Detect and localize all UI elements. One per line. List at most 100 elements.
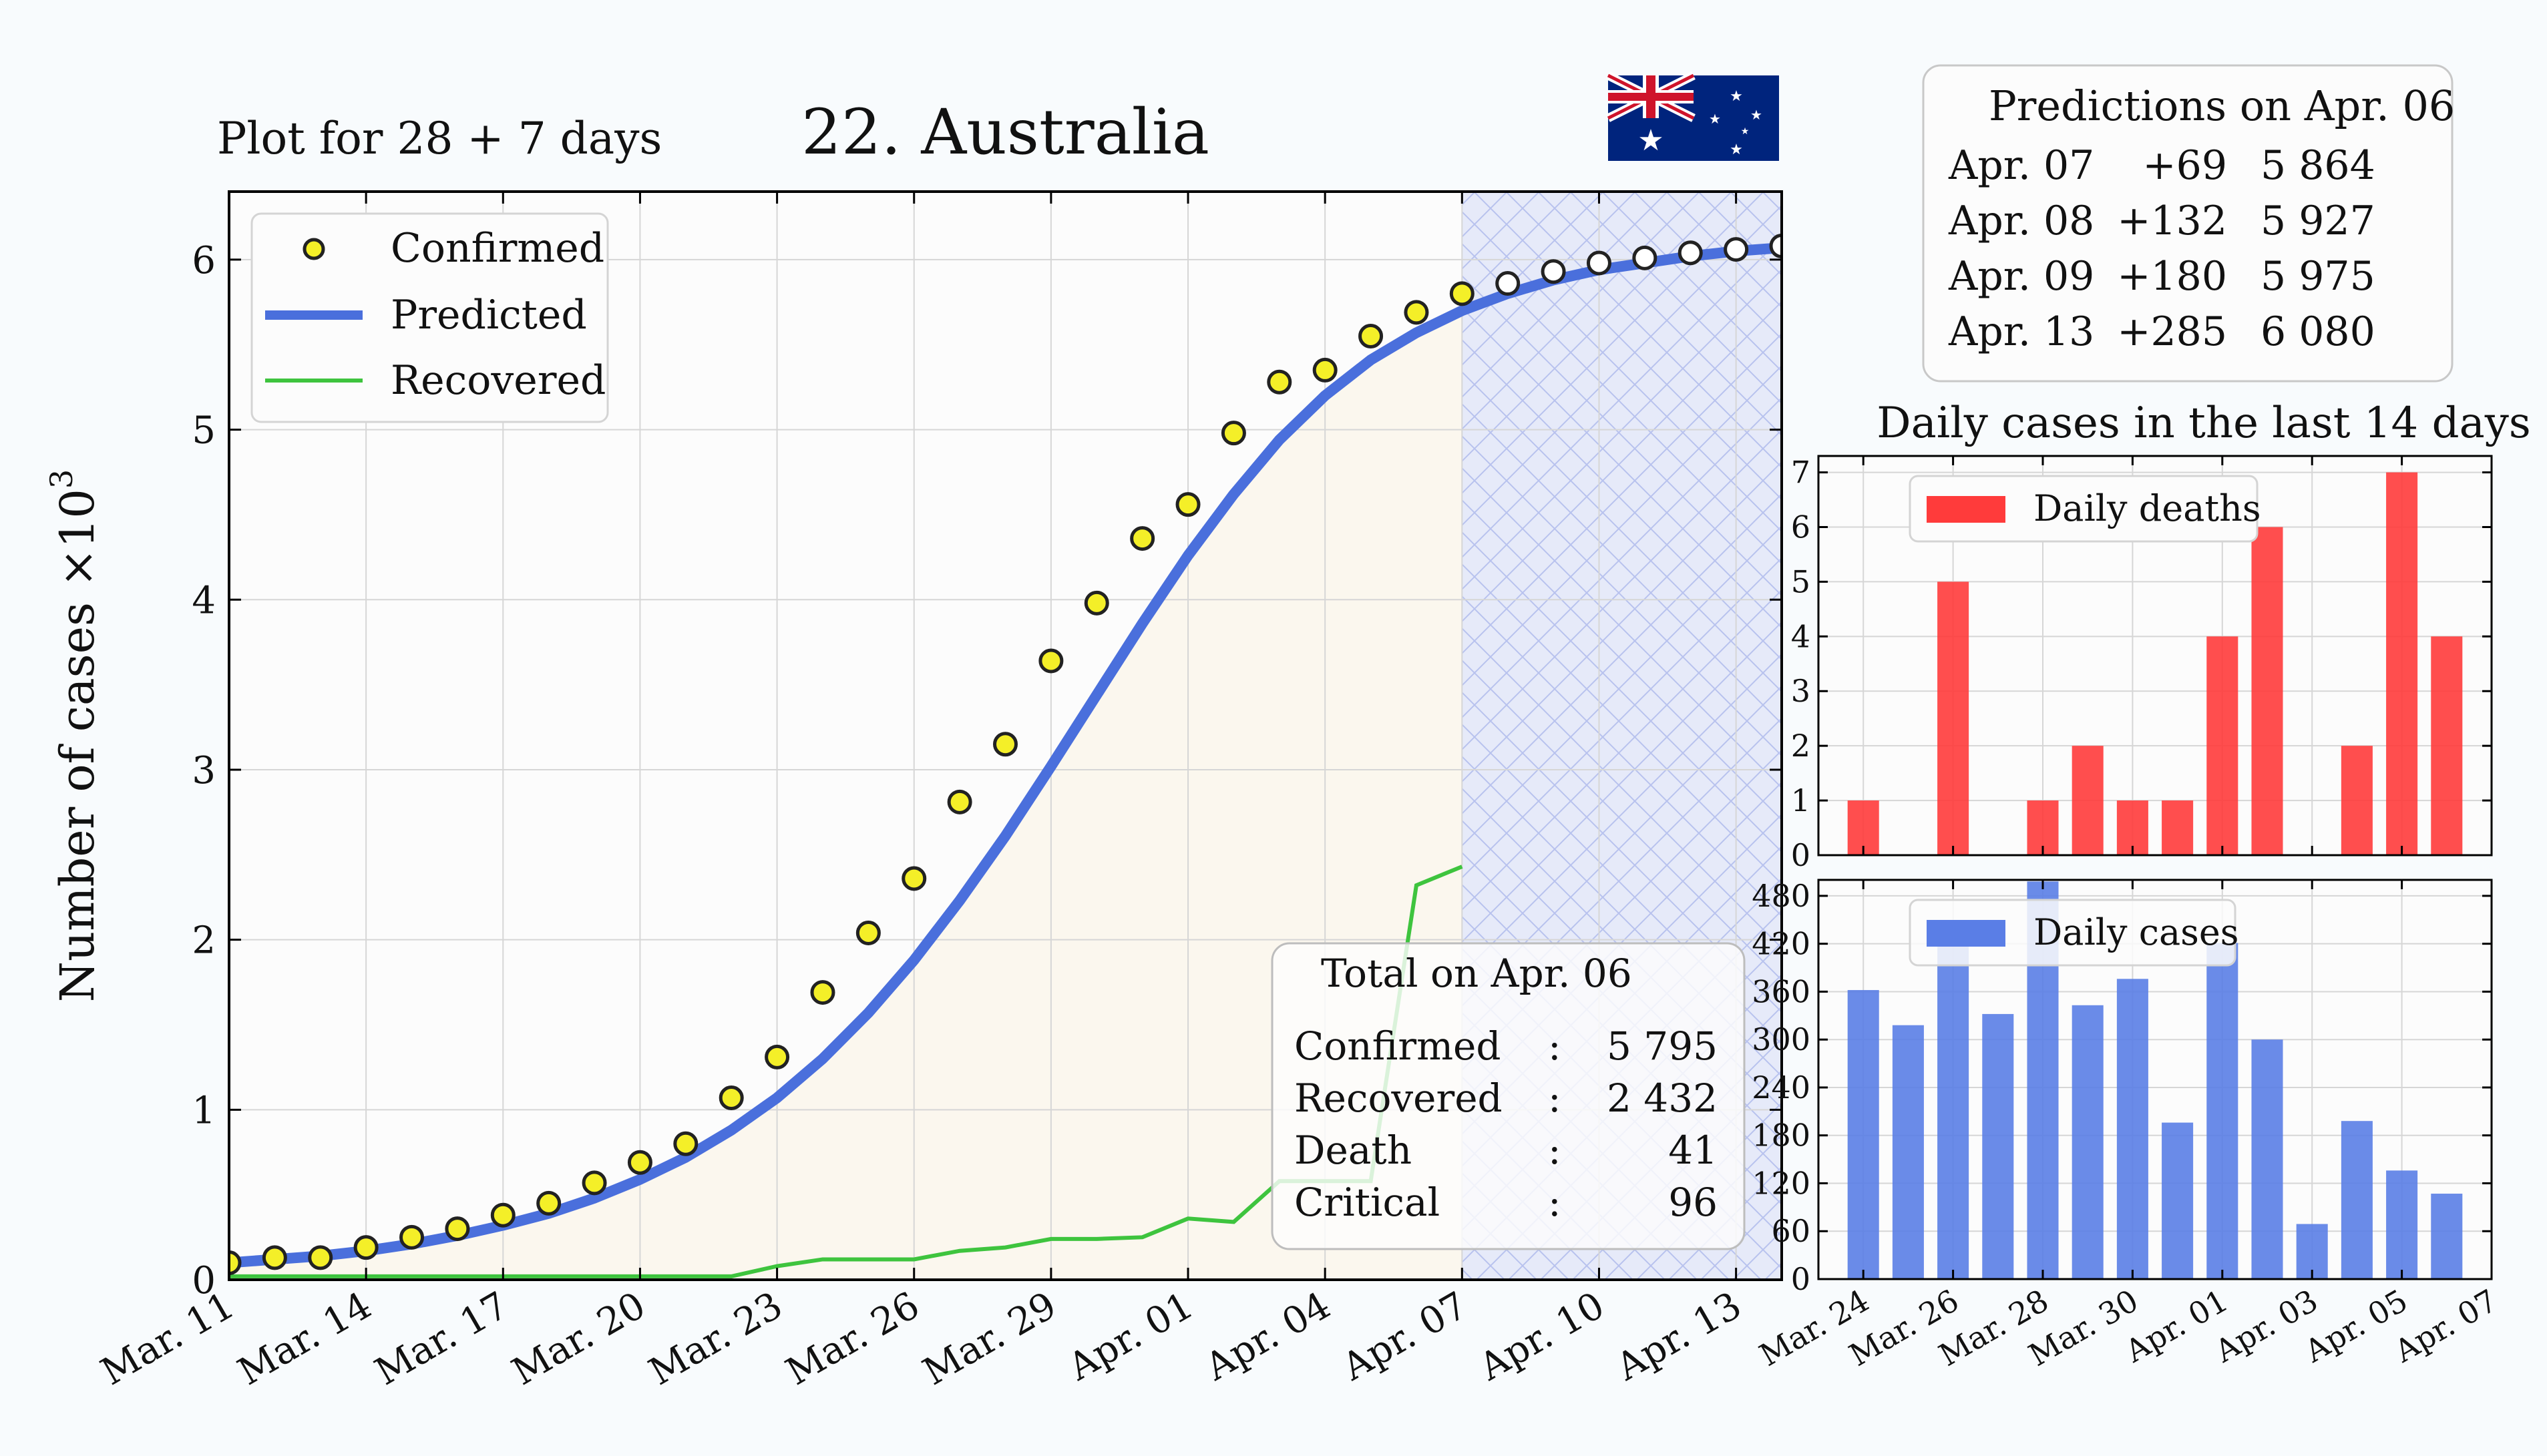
main-x-tick-label: Mar. 20 bbox=[505, 1284, 652, 1394]
main-plot-frame bbox=[228, 190, 1783, 1281]
legend-recovered: Recovered bbox=[391, 357, 606, 404]
bar-y-tick-label: 60 bbox=[1771, 1213, 1810, 1249]
legend-predicted: Predicted bbox=[391, 292, 587, 338]
svg-text:★: ★ bbox=[1741, 126, 1750, 137]
bar-y-tick-label: 360 bbox=[1752, 973, 1810, 1009]
confirmed-point bbox=[719, 1085, 744, 1110]
confirmed-point bbox=[353, 1235, 379, 1260]
prediction-total: 5 927 bbox=[2261, 198, 2375, 244]
confirmed-point bbox=[855, 920, 881, 945]
prediction-delta: +132 bbox=[2117, 198, 2227, 244]
confirmed-point bbox=[673, 1131, 699, 1156]
cases-plot-frame bbox=[1817, 879, 2493, 1280]
svg-text:★: ★ bbox=[1637, 124, 1663, 158]
total-separator: : bbox=[1548, 1128, 1561, 1173]
forecast-point bbox=[1769, 234, 1782, 258]
confirmed-point bbox=[308, 1245, 333, 1270]
bar-y-tick-label: 7 bbox=[1791, 455, 1810, 491]
bar-x-tick-label: Apr. 05 bbox=[2298, 1282, 2413, 1370]
total-separator: : bbox=[1548, 1075, 1561, 1121]
main-x-tick-label: Mar. 29 bbox=[916, 1284, 1063, 1394]
bar bbox=[2386, 1170, 2418, 1279]
legend-deaths: Daily deaths bbox=[2033, 487, 2261, 529]
confirmed-point bbox=[582, 1170, 607, 1196]
bar bbox=[2162, 1122, 2194, 1279]
bar bbox=[2341, 746, 2373, 855]
country-title: 22. Australia bbox=[801, 96, 1209, 169]
bar-y-tick-label: 120 bbox=[1752, 1165, 1810, 1201]
total-label: Recovered bbox=[1294, 1075, 1503, 1121]
bar-y-tick-label: 420 bbox=[1752, 926, 1810, 962]
svg-text:★: ★ bbox=[1730, 88, 1743, 105]
total-separator: : bbox=[1548, 1023, 1561, 1069]
bar-y-tick-label: 480 bbox=[1752, 878, 1810, 914]
legend-cases: Daily cases bbox=[2033, 911, 2239, 953]
main-x-tick-label: Mar. 17 bbox=[368, 1284, 516, 1394]
main-x-tick-label: Mar. 14 bbox=[231, 1284, 379, 1394]
main-y-tick-label: 2 bbox=[192, 919, 216, 963]
bar bbox=[2251, 1039, 2283, 1279]
forecast-point bbox=[1678, 240, 1703, 266]
confirmed-point bbox=[1404, 300, 1429, 325]
bar bbox=[1937, 581, 1969, 855]
recovered-line bbox=[229, 865, 1463, 1278]
main-y-tick-label: 4 bbox=[192, 579, 216, 622]
prediction-delta: +69 bbox=[2142, 142, 2227, 189]
confirmed-point bbox=[1084, 590, 1109, 616]
main-x-tick-label: Mar. 26 bbox=[779, 1284, 926, 1394]
bar bbox=[2431, 1194, 2463, 1279]
bar bbox=[1892, 1025, 1924, 1279]
cases-legend: Daily cases bbox=[1909, 899, 2239, 967]
svg-text:★: ★ bbox=[1730, 142, 1743, 158]
bar-y-tick-label: 2 bbox=[1791, 728, 1810, 764]
bar-y-tick-label: 180 bbox=[1752, 1118, 1810, 1154]
main-y-tick-label: 3 bbox=[192, 749, 216, 792]
bar bbox=[2072, 746, 2104, 855]
prediction-delta: +285 bbox=[2117, 308, 2227, 355]
prediction-date: Apr. 07 bbox=[1948, 142, 2094, 189]
bar-y-tick-label: 5 bbox=[1791, 563, 1810, 599]
main-y-tick-label: 5 bbox=[192, 409, 216, 453]
forecast-point bbox=[1586, 250, 1611, 276]
bar-y-tick-label: 0 bbox=[1791, 837, 1810, 873]
bar bbox=[2341, 1121, 2373, 1279]
forecast-point bbox=[1632, 245, 1657, 270]
main-x-tick-label: Mar. 11 bbox=[94, 1284, 242, 1394]
confirmed-point bbox=[765, 1044, 790, 1069]
predictions-box: Predictions on Apr. 06 Apr. 07 +69 5 864 Ap… bbox=[1922, 64, 2455, 383]
total-separator: : bbox=[1548, 1180, 1561, 1225]
legend-cases-swatch bbox=[1927, 920, 2005, 947]
bar bbox=[2162, 800, 2194, 855]
confirmed-point bbox=[1175, 492, 1201, 517]
forecast-point bbox=[1724, 237, 1749, 262]
bar bbox=[2251, 527, 2283, 855]
predictions-title: Predictions on Apr. 06 bbox=[1989, 81, 2455, 130]
legend-confirmed: Confirmed bbox=[391, 225, 604, 272]
main-x-tick-label: Mar. 23 bbox=[642, 1284, 789, 1394]
main-y-tick-label: 6 bbox=[192, 239, 216, 282]
confirmed-point bbox=[536, 1190, 562, 1216]
daily-chart-title: Daily cases in the last 14 days bbox=[1877, 399, 2530, 448]
confirmed-point bbox=[229, 1250, 242, 1276]
bar-y-tick-label: 3 bbox=[1791, 673, 1810, 709]
total-value: 5 795 bbox=[1607, 1023, 1718, 1069]
confirmed-point bbox=[1312, 357, 1338, 383]
confirmed-point bbox=[490, 1202, 516, 1228]
total-value: 96 bbox=[1668, 1180, 1718, 1225]
main-x-tick-label: Apr. 13 bbox=[1609, 1284, 1749, 1390]
confirmed-point bbox=[262, 1245, 287, 1270]
confirmed-point bbox=[1130, 526, 1155, 551]
plot-subtitle: Plot for 28 + 7 days bbox=[217, 113, 662, 164]
bar-x-tick-label: Apr. 07 bbox=[2388, 1282, 2504, 1370]
confirmed-point bbox=[1267, 369, 1292, 395]
past-area-fill bbox=[229, 310, 1462, 1280]
prediction-delta: +180 bbox=[2117, 253, 2227, 300]
prediction-total: 6 080 bbox=[2261, 308, 2375, 355]
deaths-plot-frame bbox=[1817, 455, 2493, 857]
bar-y-tick-label: 4 bbox=[1791, 618, 1810, 654]
bar-y-tick-label: 1 bbox=[1791, 782, 1810, 818]
svg-text:★: ★ bbox=[1709, 111, 1721, 127]
main-legend: Confirmed Predicted Recovered bbox=[250, 212, 609, 423]
